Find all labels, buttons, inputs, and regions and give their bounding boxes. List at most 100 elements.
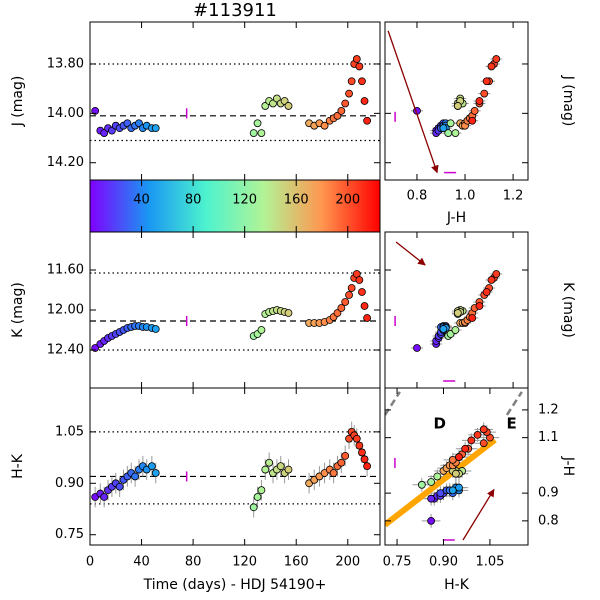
- data-point: [257, 326, 266, 334]
- data-point: [475, 302, 484, 310]
- data-point: [453, 102, 462, 110]
- panel: [90, 55, 380, 142]
- locus-line: [385, 391, 401, 416]
- region-label: E: [506, 414, 516, 432]
- data-point: [345, 89, 353, 98]
- data-point: [433, 472, 442, 481]
- y-tick-label: 1.2: [538, 402, 559, 417]
- data-point: [341, 298, 350, 306]
- x-tick-label: 80: [185, 555, 202, 570]
- y-tick-label: 11.60: [47, 263, 84, 278]
- y-tick-label: 0.9: [538, 486, 559, 501]
- panel: [385, 391, 523, 541]
- data-point: [253, 493, 262, 501]
- data-point: [427, 516, 436, 525]
- data-point: [151, 325, 160, 333]
- data-point: [487, 276, 496, 284]
- data-point: [451, 469, 460, 478]
- x-tick-label: 1.0: [455, 189, 476, 204]
- x-tick-label: 0.90: [429, 555, 458, 570]
- reddening-arrow: [395, 241, 426, 266]
- data-point: [453, 309, 462, 317]
- data-point: [461, 444, 470, 453]
- data-point: [470, 106, 479, 115]
- panel: [387, 30, 503, 174]
- data-point: [448, 486, 457, 495]
- x-tick-label: 1.05: [475, 555, 504, 570]
- data-point: [249, 503, 258, 512]
- data-point: [360, 302, 369, 310]
- y-tick-label: 1.1: [538, 430, 559, 445]
- data-point: [358, 448, 366, 457]
- x-tick-label: 0.8: [407, 189, 428, 204]
- data-point: [284, 465, 293, 474]
- data-point: [439, 124, 448, 133]
- x-tick-label: 40: [133, 555, 150, 570]
- chart-title: #113911: [193, 0, 277, 21]
- data-point: [131, 472, 140, 481]
- data-point: [329, 469, 338, 477]
- x-tick-label: 0.75: [383, 555, 412, 570]
- data-point: [345, 291, 353, 299]
- y-tick-label: 14.20: [47, 155, 84, 170]
- data-point: [355, 276, 364, 284]
- data-point: [261, 465, 270, 474]
- data-point: [492, 270, 501, 278]
- panel-frame: [384, 21, 529, 181]
- data-point: [347, 77, 356, 86]
- data-point: [352, 434, 361, 443]
- data-point: [100, 493, 109, 501]
- x-tick-label: 1.2: [503, 189, 524, 204]
- reddening-arrow: [462, 488, 495, 541]
- data-point: [257, 129, 266, 137]
- fit-line: [385, 437, 497, 528]
- panel: [90, 421, 380, 518]
- y-axis-label: K (mag): [10, 282, 26, 338]
- data-point: [492, 55, 501, 63]
- colorbar-tick-label: 80: [185, 193, 202, 208]
- data-point: [337, 458, 346, 467]
- data-point: [444, 129, 453, 137]
- data-point: [147, 462, 156, 471]
- y-axis-label: J (mag): [560, 75, 576, 127]
- data-point: [475, 97, 484, 105]
- y-tick-label: 12.00: [47, 303, 84, 318]
- data-point: [467, 436, 476, 445]
- y-axis-label: K (mag): [560, 282, 576, 338]
- y-tick-label: 12.40: [47, 343, 84, 358]
- data-point: [320, 121, 329, 130]
- data-point: [358, 288, 366, 296]
- data-point: [413, 344, 421, 352]
- y-axis-label: J (mag): [10, 76, 26, 128]
- data-point: [352, 55, 361, 63]
- data-point: [479, 425, 488, 434]
- panel: [90, 270, 380, 352]
- x-axis-label: J-H: [446, 210, 466, 226]
- data-point: [480, 89, 489, 98]
- data-point: [360, 97, 369, 105]
- data-point: [473, 430, 482, 439]
- data-point: [468, 116, 477, 125]
- data-point: [455, 453, 463, 461]
- region-label: D: [434, 414, 446, 432]
- data-point: [276, 462, 285, 471]
- x-axis-label: H-K: [444, 577, 470, 593]
- data-point: [151, 469, 160, 477]
- panel-frame: [89, 21, 381, 181]
- data-point: [253, 119, 262, 128]
- data-point: [257, 486, 266, 495]
- y-tick-label: 0.90: [55, 476, 84, 491]
- data-point: [446, 119, 455, 128]
- data-point: [91, 106, 100, 115]
- colorbar-tick-label: 40: [133, 193, 150, 208]
- data-point: [487, 62, 496, 71]
- data-point: [482, 77, 491, 86]
- y-axis-label: H-K: [10, 453, 26, 479]
- data-point: [249, 129, 258, 137]
- data-point: [265, 458, 274, 467]
- y-tick-label: 1.05: [55, 424, 84, 439]
- data-point: [358, 77, 366, 86]
- data-point: [347, 284, 356, 292]
- x-tick-label: 200: [335, 555, 360, 570]
- data-point: [360, 455, 369, 464]
